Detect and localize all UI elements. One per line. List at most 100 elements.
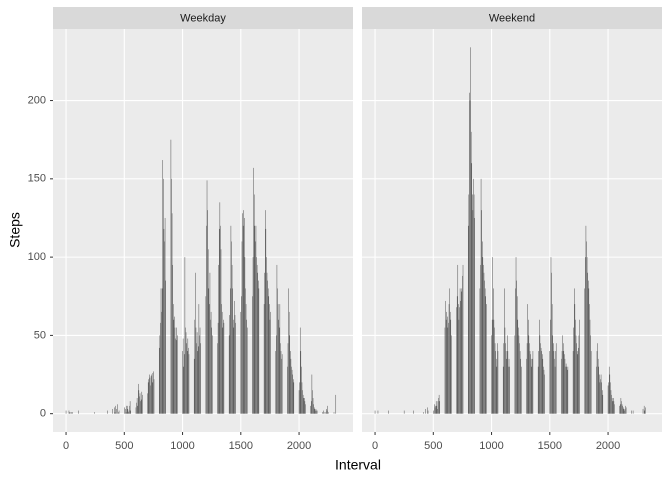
bar	[298, 390, 300, 414]
bar	[71, 412, 72, 414]
bar	[403, 410, 405, 414]
bar	[289, 335, 290, 414]
bar	[577, 354, 579, 414]
bar	[584, 288, 586, 414]
bar	[448, 322, 449, 414]
bar	[207, 210, 208, 414]
bar	[483, 264, 484, 414]
bar	[518, 327, 519, 414]
bar	[574, 288, 575, 414]
bar	[117, 404, 118, 414]
bar	[493, 319, 495, 414]
bar	[127, 408, 129, 414]
bar	[316, 410, 318, 414]
bar	[177, 335, 178, 414]
bar	[209, 304, 210, 414]
bar	[267, 288, 269, 414]
bar	[268, 296, 270, 414]
bar	[480, 264, 481, 414]
bar	[562, 343, 564, 414]
bar	[473, 178, 474, 414]
bar	[252, 296, 253, 414]
bar	[242, 213, 243, 414]
bar	[574, 304, 576, 414]
bar	[235, 322, 236, 414]
bar	[596, 366, 597, 414]
bar	[231, 264, 233, 414]
bar	[434, 407, 436, 414]
x-tick-label: 500	[115, 440, 133, 452]
bar	[258, 288, 260, 414]
bar	[427, 407, 428, 414]
bar	[540, 343, 541, 414]
bar	[506, 358, 507, 414]
bar	[543, 366, 544, 414]
bar	[221, 304, 222, 414]
bar	[229, 315, 230, 414]
bar	[195, 272, 196, 414]
bar	[69, 412, 70, 414]
bar	[175, 340, 177, 414]
bar	[173, 319, 175, 414]
bar	[182, 338, 184, 414]
bar	[485, 296, 486, 414]
bar	[138, 390, 140, 414]
bar	[562, 335, 563, 414]
bar	[219, 202, 221, 414]
bar	[561, 351, 563, 414]
bar	[460, 300, 461, 414]
bar	[223, 322, 225, 414]
bar	[160, 322, 161, 414]
bar	[141, 391, 143, 414]
bar	[240, 311, 242, 414]
bar	[217, 322, 219, 414]
bar	[461, 291, 462, 414]
bar	[206, 180, 208, 414]
bar	[458, 304, 459, 414]
bar	[246, 327, 248, 414]
bar	[526, 358, 527, 414]
bar	[152, 382, 153, 414]
bar	[491, 335, 492, 414]
bar	[502, 366, 504, 414]
bar	[446, 311, 447, 414]
bar	[520, 358, 521, 414]
strip-label: Weekend	[489, 12, 535, 24]
bar	[136, 398, 138, 414]
bar	[444, 327, 446, 414]
bar	[252, 257, 254, 414]
bar	[115, 405, 116, 414]
bar	[532, 351, 534, 414]
bar	[280, 343, 281, 414]
bar	[244, 257, 246, 414]
bar	[269, 319, 271, 414]
bar	[174, 316, 175, 414]
bar	[494, 327, 495, 414]
bar	[326, 408, 327, 414]
bar	[631, 410, 632, 414]
bar	[257, 272, 258, 414]
bar	[596, 351, 598, 414]
bar	[481, 210, 482, 414]
bar	[135, 407, 137, 414]
bar	[265, 210, 266, 414]
strip-background	[53, 7, 353, 29]
bar	[427, 410, 429, 414]
bar	[610, 390, 612, 414]
bar	[171, 213, 173, 414]
bar	[205, 296, 207, 414]
bar	[588, 288, 590, 414]
bar	[553, 343, 554, 414]
strip-background	[362, 7, 662, 29]
bar	[551, 272, 552, 414]
bar	[507, 335, 508, 414]
bar	[211, 327, 212, 414]
bar	[292, 379, 294, 414]
bar	[470, 131, 472, 414]
bar	[578, 335, 580, 414]
bar	[170, 139, 172, 414]
bar	[160, 288, 162, 414]
bar	[514, 335, 516, 414]
bar	[613, 401, 615, 414]
bar	[457, 264, 459, 414]
